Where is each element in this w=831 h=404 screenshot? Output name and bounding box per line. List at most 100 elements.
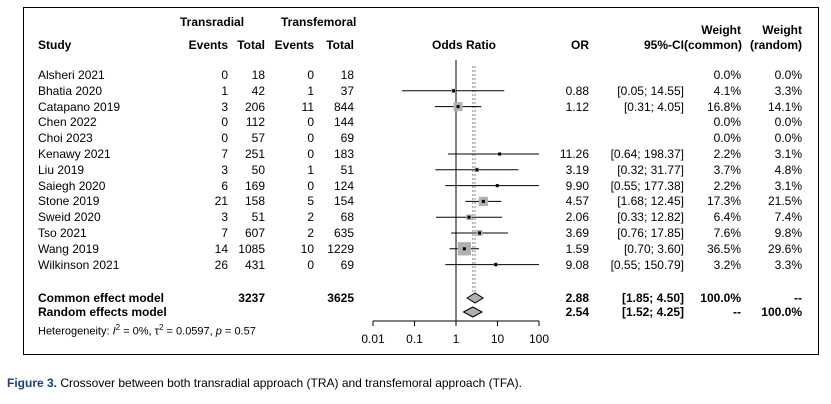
header-total-2: Total (326, 38, 354, 52)
total-transradial: 169 (244, 178, 265, 193)
weight-random: 21.5% (767, 194, 802, 209)
total-transradial: 206 (244, 99, 265, 114)
weight-common: 17.3% (706, 194, 741, 209)
odds-ratio-value: 1.12 (565, 99, 589, 114)
x-tick-label: 0.01 (361, 332, 385, 346)
events-transradial: 26 (214, 257, 228, 272)
total-transfemoral: 183 (333, 147, 354, 161)
header-events-1: Events (188, 38, 228, 52)
events-transradial: 1 (221, 83, 228, 98)
weight-common: 2.2% (713, 178, 741, 193)
confidence-interval: [0.55; 150.79] (610, 257, 684, 272)
total-transradial: 1085 (238, 241, 265, 256)
total-transradial: 51 (251, 210, 265, 225)
odds-ratio-value: 9.08 (565, 257, 589, 272)
study-name: Chen 2022 (38, 115, 97, 130)
weight-random: 0.0% (774, 68, 802, 82)
summary-diamond (466, 292, 485, 304)
total-transfemoral: 144 (333, 115, 354, 130)
odds-ratio-value: 4.57 (565, 194, 589, 209)
odds-ratio-value: 1.59 (565, 241, 589, 256)
study-name: Catapano 2019 (38, 99, 121, 114)
point-estimate (475, 168, 479, 172)
weight-random: 0.0% (774, 131, 802, 146)
total-transradial: 57 (251, 131, 265, 146)
x-tick-label: 0.1 (406, 332, 423, 346)
header-study: Study (38, 38, 72, 52)
events-transfemoral: 5 (307, 194, 314, 209)
weight-random: 0.0% (774, 115, 802, 130)
odds-ratio-value: 0.88 (565, 83, 589, 98)
events-transfemoral: 0 (307, 178, 314, 193)
confidence-interval: [1.68; 12.45] (617, 194, 684, 209)
total-transradial: 431 (244, 257, 265, 272)
confidence-interval: [0.64; 198.37] (610, 147, 684, 161)
point-estimate (494, 263, 498, 267)
weight-common: 4.1% (713, 83, 741, 98)
weight-random: 3.3% (774, 257, 802, 272)
events-transradial: 3 (221, 162, 228, 177)
events-transfemoral: 0 (307, 257, 314, 272)
study-name: Choi 2023 (38, 131, 93, 146)
header-transfemoral: Transfemoral (281, 15, 357, 29)
weight-common: 7.6% (713, 226, 741, 240)
total-transfemoral: 51 (340, 162, 354, 177)
point-estimate (452, 89, 456, 93)
events-transfemoral: 0 (307, 147, 314, 161)
study-name: Kenawy 2021 (38, 147, 111, 161)
weight-random: 3.1% (774, 178, 802, 193)
header-ci: 95%-CI (643, 38, 684, 52)
odds-ratio-value: 2.06 (565, 210, 589, 225)
events-transradial: 21 (214, 194, 228, 209)
summary-total-transfemoral: 3625 (327, 291, 354, 305)
study-name: Tso 2021 (38, 226, 87, 240)
weight-common: 0.0% (713, 131, 741, 146)
odds-ratio-value: 11.26 (559, 147, 589, 161)
study-name: Sweid 2020 (38, 210, 101, 225)
header-transradial: Transradial (180, 15, 245, 29)
events-transradial: 6 (221, 178, 228, 193)
header-weight-random-sub: (random) (750, 38, 802, 52)
total-transradial: 251 (244, 147, 265, 161)
heterogeneity-text: Heterogeneity: I2 = 0%, τ2 = 0.0597, p =… (38, 323, 256, 338)
point-estimate (495, 184, 499, 188)
summary-odds-ratio: 2.54 (565, 305, 589, 319)
study-name: Alsheri 2021 (38, 68, 105, 82)
total-transradial: 158 (244, 194, 265, 209)
total-transfemoral: 37 (340, 83, 354, 98)
total-transradial: 112 (245, 115, 265, 130)
total-transradial: 42 (251, 83, 265, 98)
summary-weight-random: 100.0% (761, 305, 802, 319)
caption-text: Crossover between both transradial appro… (57, 376, 522, 390)
total-transfemoral: 68 (340, 210, 354, 225)
events-transradial: 7 (221, 226, 228, 240)
total-transfemoral: 635 (333, 226, 354, 240)
odds-ratio-value: 3.69 (565, 226, 589, 240)
total-transfemoral: 844 (333, 99, 354, 114)
summary-odds-ratio: 2.88 (565, 291, 589, 305)
confidence-interval: [0.55; 177.38] (610, 178, 684, 193)
weight-common: 6.4% (713, 210, 741, 225)
header-odds-ratio: Odds Ratio (431, 38, 496, 52)
summary-total-transradial: 3237 (238, 291, 265, 305)
events-transradial: 0 (221, 68, 228, 82)
weight-random: 29.6% (767, 241, 802, 256)
odds-ratio-value: 3.19 (565, 162, 589, 177)
confidence-interval: [0.76; 17.85] (617, 226, 684, 240)
caption-label: Figure 3. (7, 376, 58, 390)
summary-confidence-interval: [1.52; 4.25] (621, 305, 684, 319)
point-estimate (481, 199, 485, 203)
header-weight-common-sub: (common) (684, 38, 742, 52)
weight-common: 16.8% (706, 99, 741, 114)
weight-common: 2.2% (713, 147, 741, 161)
forest-plot-panel: Transradial Transfemoral Study Events To… (23, 7, 819, 355)
odds-ratio-value: 9.90 (565, 178, 589, 193)
total-transfemoral: 154 (333, 194, 354, 209)
confidence-interval: [0.33; 12.82] (617, 210, 684, 225)
point-estimate (467, 215, 471, 219)
events-transfemoral: 11 (301, 99, 314, 114)
events-transradial: 0 (221, 131, 228, 146)
confidence-interval: [0.70; 3.60] (623, 241, 684, 256)
study-name: Wilkinson 2021 (38, 257, 120, 272)
events-transradial: 3 (221, 99, 228, 114)
